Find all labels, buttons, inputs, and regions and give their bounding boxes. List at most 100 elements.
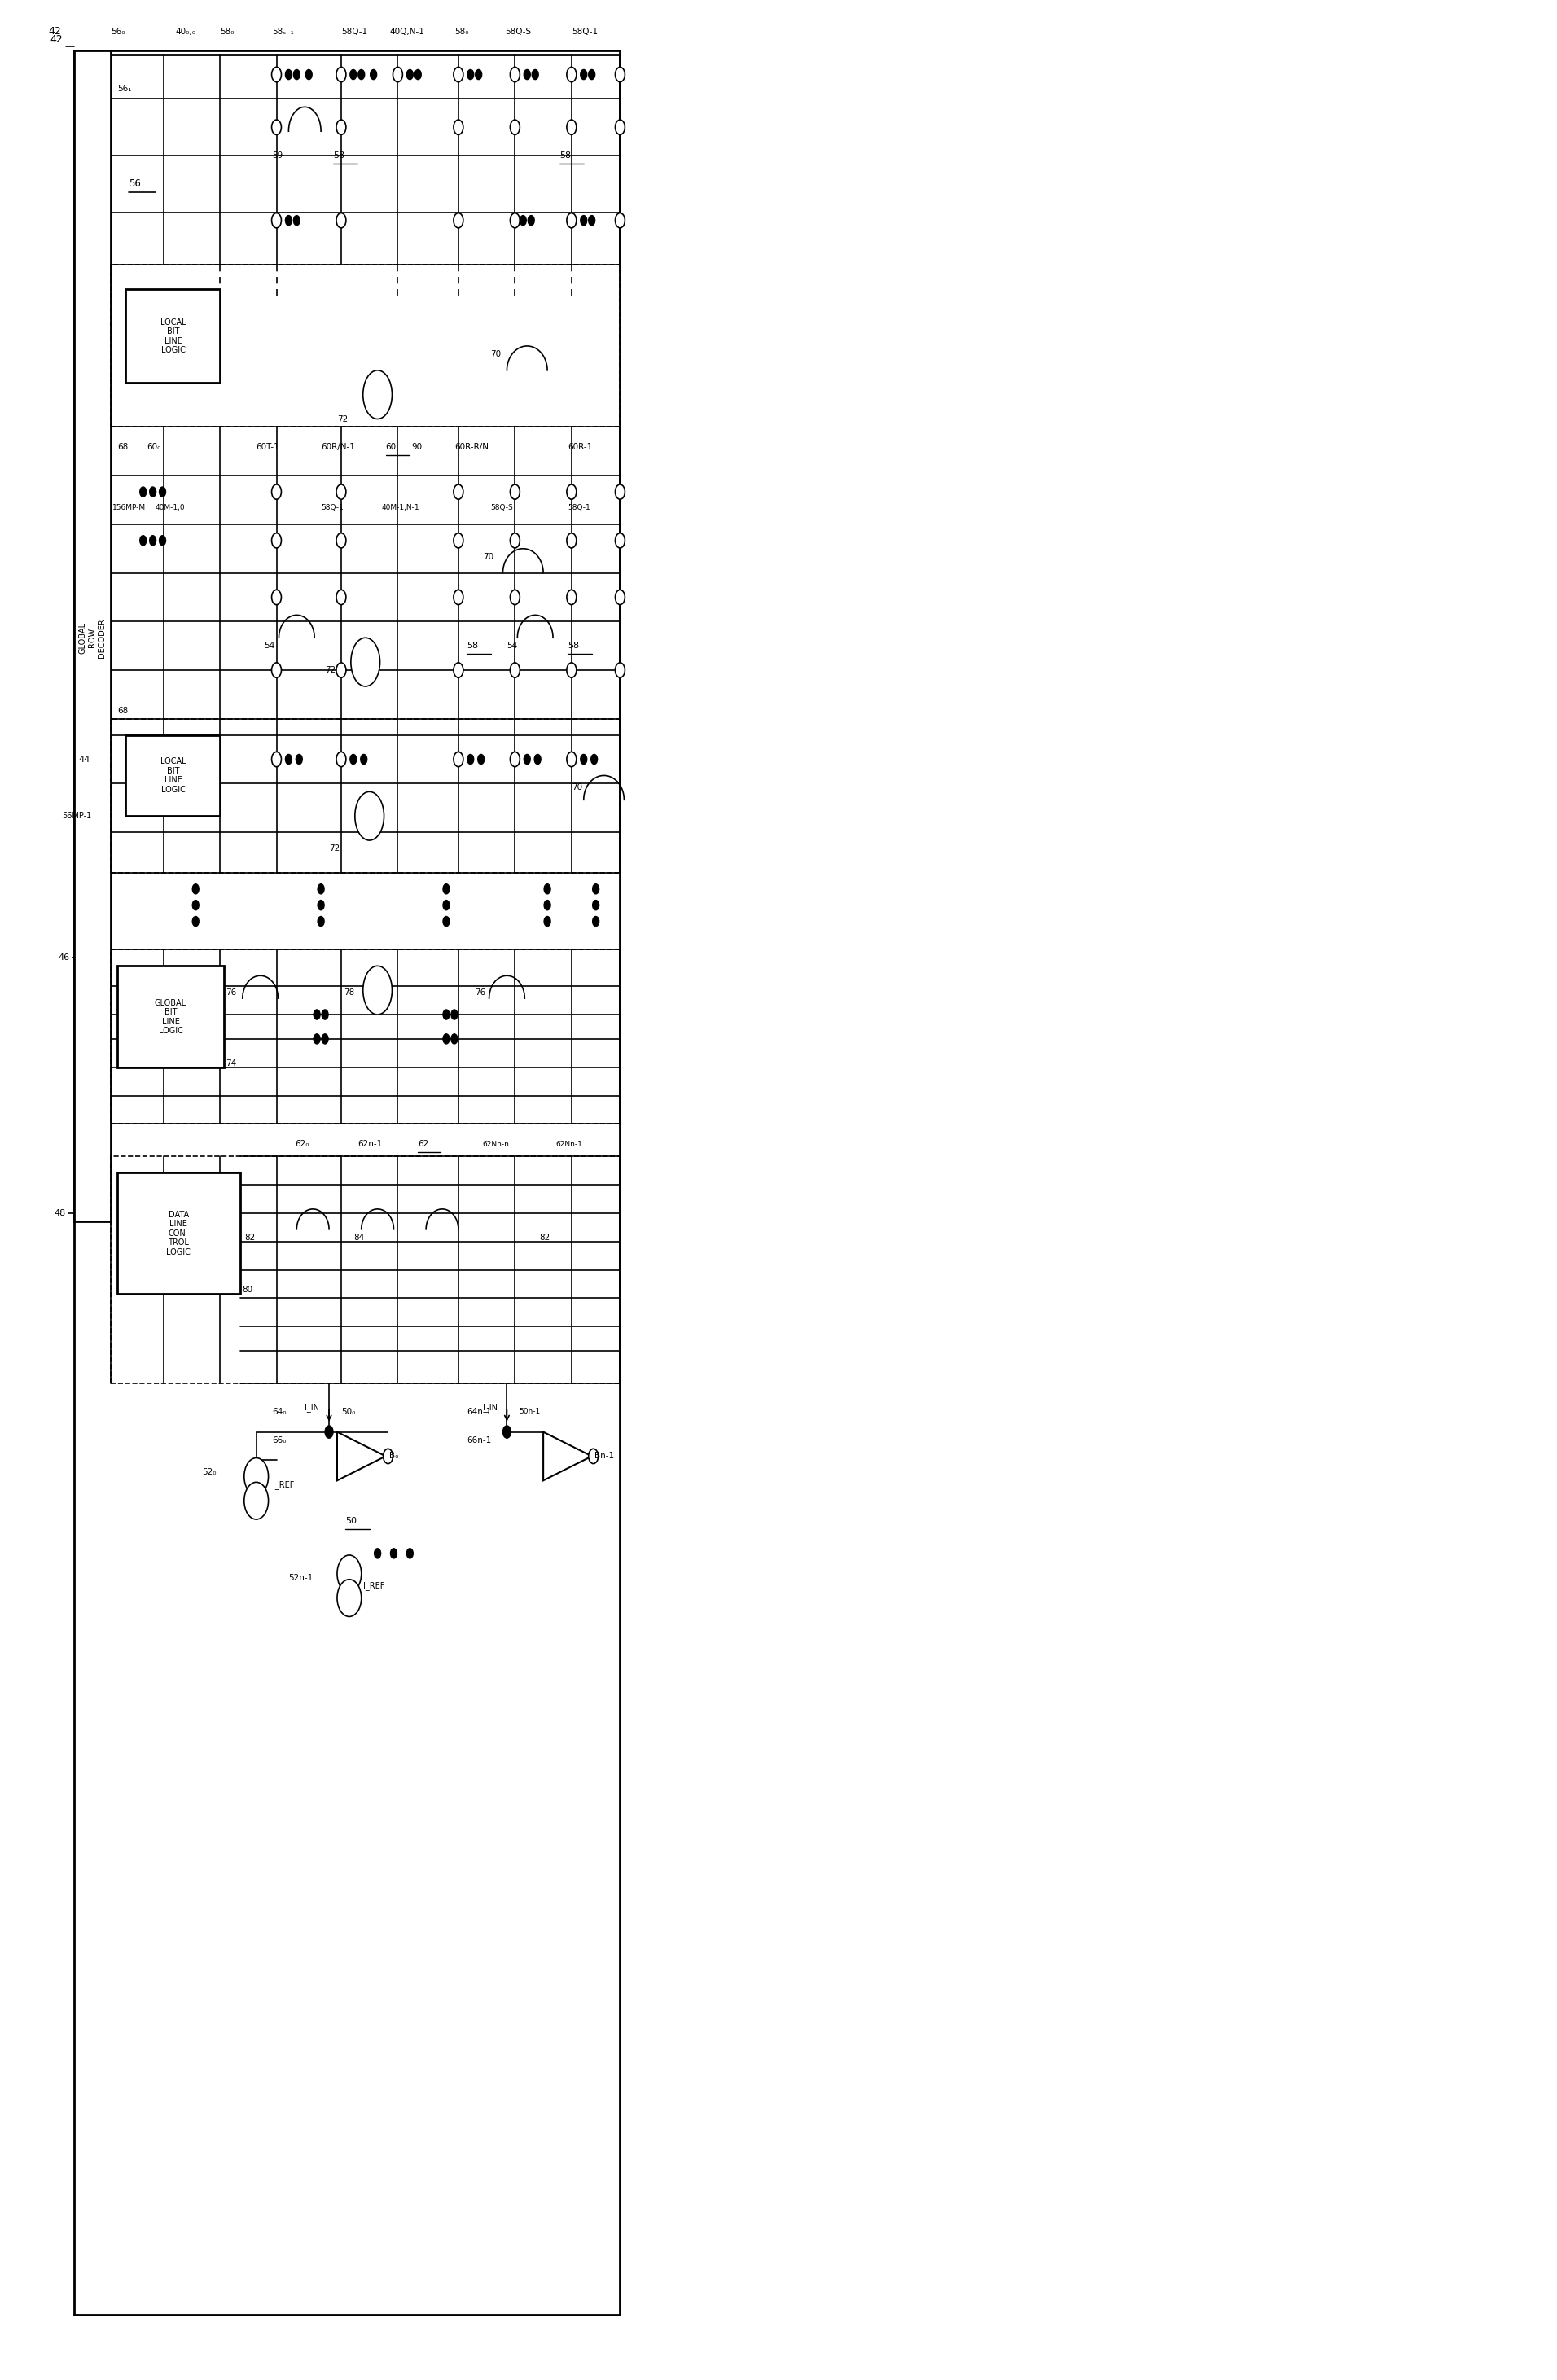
Text: 58Q-1: 58Q-1 [321,505,344,512]
Circle shape [467,69,473,79]
Circle shape [453,662,464,678]
Circle shape [453,752,464,766]
Circle shape [322,1033,329,1045]
Circle shape [193,916,199,926]
Circle shape [511,752,520,766]
Circle shape [271,752,282,766]
Circle shape [453,533,464,547]
Circle shape [350,69,357,79]
Text: 72: 72 [338,414,347,424]
Circle shape [453,212,464,228]
Circle shape [318,883,324,895]
Text: 66n-1: 66n-1 [467,1435,490,1445]
Text: 76: 76 [475,988,486,997]
Circle shape [318,916,324,926]
Text: 80: 80 [241,1285,252,1295]
Text: 56: 56 [129,178,140,190]
Text: I_REF: I_REF [363,1580,385,1590]
Circle shape [520,217,526,226]
Circle shape [567,119,576,136]
Circle shape [593,883,599,895]
Circle shape [244,1459,268,1495]
Circle shape [271,533,282,547]
Circle shape [511,662,520,678]
Text: 82: 82 [539,1233,550,1242]
Circle shape [567,486,576,500]
Circle shape [271,119,282,136]
Text: 82: 82 [244,1233,255,1242]
Text: 62n-1: 62n-1 [357,1140,381,1147]
Circle shape [406,69,413,79]
Circle shape [336,486,346,500]
Bar [111,264,620,426]
Circle shape [325,1426,333,1438]
Text: GLOBAL
ROW
DECODER: GLOBAL ROW DECODER [79,619,106,657]
Circle shape [336,590,346,605]
Circle shape [271,590,282,605]
Bar [117,1173,240,1295]
Text: 40M-1,0: 40M-1,0 [156,505,185,512]
Text: 62Nn-n: 62Nn-n [483,1140,509,1147]
Text: 64n-1: 64n-1 [467,1407,490,1416]
Text: 58: 58 [559,152,571,159]
Circle shape [271,486,282,500]
Circle shape [511,590,520,605]
Circle shape [589,217,595,226]
Circle shape [305,69,311,79]
Text: 58Q-1: 58Q-1 [571,29,598,36]
Text: Bn-1: Bn-1 [595,1452,613,1461]
Text: 58ₛ₋₁: 58ₛ₋₁ [272,29,294,36]
Bar [111,719,620,873]
Text: 90: 90 [411,443,422,452]
Circle shape [581,69,587,79]
Circle shape [511,212,520,228]
Circle shape [358,69,364,79]
Circle shape [615,119,624,136]
Text: 60: 60 [386,443,397,452]
Text: 42: 42 [48,26,61,36]
Text: 58Q-S: 58Q-S [506,29,531,36]
Circle shape [567,662,576,678]
Text: 56₁: 56₁ [117,86,131,93]
Circle shape [322,1009,329,1019]
Text: 78: 78 [344,988,355,997]
Text: 84: 84 [353,1233,364,1242]
Circle shape [444,916,450,926]
Text: 156MP-M: 156MP-M [112,505,146,512]
Circle shape [374,1549,381,1559]
Text: 56MP-1: 56MP-1 [62,812,92,821]
Text: 58Q-1: 58Q-1 [341,29,367,36]
Circle shape [293,69,301,79]
Bar [125,735,220,816]
Circle shape [193,900,199,909]
Text: 60R-1: 60R-1 [567,443,592,452]
Circle shape [336,752,346,766]
Text: 70: 70 [483,552,494,562]
Circle shape [453,67,464,81]
Text: 58₀: 58₀ [220,29,234,36]
Circle shape [453,119,464,136]
Text: 60₀: 60₀ [146,443,162,452]
Text: 74: 74 [226,1059,237,1066]
Circle shape [581,217,587,226]
Circle shape [159,488,165,497]
Circle shape [528,217,534,226]
Text: 42: 42 [50,33,62,45]
Bar [125,290,220,383]
Text: 70: 70 [490,350,501,357]
Text: 58: 58 [467,643,478,650]
Circle shape [336,67,346,81]
Text: B₀: B₀ [389,1452,399,1461]
Circle shape [336,662,346,678]
Circle shape [453,590,464,605]
Text: 40Q,N-1: 40Q,N-1 [389,29,425,36]
Circle shape [567,590,576,605]
Ellipse shape [363,966,392,1014]
Text: 60T-1: 60T-1 [257,443,280,452]
Circle shape [271,212,282,228]
Text: 56₀: 56₀ [111,29,125,36]
Text: 58: 58 [333,152,344,159]
Text: 50n-1: 50n-1 [518,1409,540,1416]
Circle shape [615,662,624,678]
Circle shape [593,916,599,926]
